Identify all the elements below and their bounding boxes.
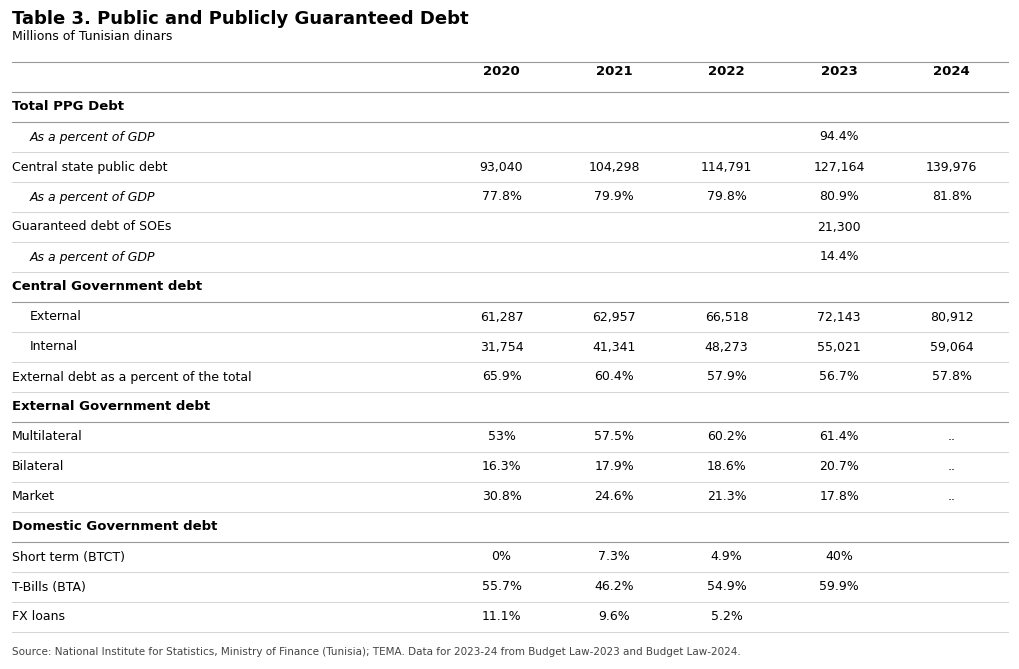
- Text: FX loans: FX loans: [12, 611, 65, 624]
- Text: 57.9%: 57.9%: [706, 371, 746, 383]
- Text: Multilateral: Multilateral: [12, 430, 83, 444]
- Text: 56.7%: 56.7%: [818, 371, 858, 383]
- Text: 72,143: 72,143: [816, 310, 860, 324]
- Text: 5.2%: 5.2%: [710, 611, 742, 624]
- Text: Total PPG Debt: Total PPG Debt: [12, 100, 124, 114]
- Text: Millions of Tunisian dinars: Millions of Tunisian dinars: [12, 30, 172, 43]
- Text: Source: National Institute for Statistics, Ministry of Finance (Tunisia); TEMA. : Source: National Institute for Statistic…: [12, 647, 740, 657]
- Text: 54.9%: 54.9%: [706, 581, 746, 593]
- Text: 55,021: 55,021: [816, 341, 860, 353]
- Text: ..: ..: [947, 430, 955, 444]
- Text: 59.9%: 59.9%: [818, 581, 858, 593]
- Text: External: External: [30, 310, 82, 324]
- Text: 21,300: 21,300: [816, 221, 860, 233]
- Text: Bilateral: Bilateral: [12, 460, 64, 474]
- Text: External Government debt: External Government debt: [12, 401, 210, 413]
- Text: 18.6%: 18.6%: [706, 460, 746, 474]
- Text: 139,976: 139,976: [925, 161, 976, 173]
- Text: 127,164: 127,164: [813, 161, 864, 173]
- Text: 2024: 2024: [932, 65, 969, 78]
- Text: 59,064: 59,064: [929, 341, 972, 353]
- Text: 9.6%: 9.6%: [597, 611, 630, 624]
- Text: 7.3%: 7.3%: [597, 551, 630, 563]
- Text: Guaranteed debt of SOEs: Guaranteed debt of SOEs: [12, 221, 171, 233]
- Text: As a percent of GDP: As a percent of GDP: [30, 191, 155, 203]
- Text: Central state public debt: Central state public debt: [12, 161, 167, 173]
- Text: 2023: 2023: [820, 65, 857, 78]
- Text: 30.8%: 30.8%: [481, 490, 521, 504]
- Text: 65.9%: 65.9%: [481, 371, 521, 383]
- Text: 61,287: 61,287: [479, 310, 523, 324]
- Text: 24.6%: 24.6%: [594, 490, 633, 504]
- Text: 80.9%: 80.9%: [818, 191, 858, 203]
- Text: 46.2%: 46.2%: [594, 581, 633, 593]
- Text: As a percent of GDP: As a percent of GDP: [30, 250, 155, 264]
- Text: 40%: 40%: [824, 551, 852, 563]
- Text: 80,912: 80,912: [929, 310, 972, 324]
- Text: Central Government debt: Central Government debt: [12, 280, 202, 294]
- Text: 2022: 2022: [707, 65, 744, 78]
- Text: 2020: 2020: [483, 65, 520, 78]
- Text: ..: ..: [947, 460, 955, 474]
- Text: 11.1%: 11.1%: [481, 611, 521, 624]
- Text: External debt as a percent of the total: External debt as a percent of the total: [12, 371, 252, 383]
- Text: 104,298: 104,298: [588, 161, 639, 173]
- Text: Domestic Government debt: Domestic Government debt: [12, 520, 217, 533]
- Text: Internal: Internal: [30, 341, 78, 353]
- Text: T-Bills (BTA): T-Bills (BTA): [12, 581, 86, 593]
- Text: 17.8%: 17.8%: [818, 490, 858, 504]
- Text: 41,341: 41,341: [592, 341, 635, 353]
- Text: 14.4%: 14.4%: [818, 250, 858, 264]
- Text: 16.3%: 16.3%: [481, 460, 521, 474]
- Text: Table 3. Public and Publicly Guaranteed Debt: Table 3. Public and Publicly Guaranteed …: [12, 10, 468, 28]
- Text: 4.9%: 4.9%: [710, 551, 742, 563]
- Text: 57.8%: 57.8%: [930, 371, 971, 383]
- Text: 55.7%: 55.7%: [481, 581, 521, 593]
- Text: 0%: 0%: [491, 551, 512, 563]
- Text: Market: Market: [12, 490, 55, 504]
- Text: Short term (BTCT): Short term (BTCT): [12, 551, 125, 563]
- Text: 17.9%: 17.9%: [594, 460, 634, 474]
- Text: 60.2%: 60.2%: [706, 430, 746, 444]
- Text: 53%: 53%: [487, 430, 515, 444]
- Text: As a percent of GDP: As a percent of GDP: [30, 130, 155, 143]
- Text: 48,273: 48,273: [704, 341, 748, 353]
- Text: 93,040: 93,040: [479, 161, 523, 173]
- Text: 60.4%: 60.4%: [594, 371, 634, 383]
- Text: 79.9%: 79.9%: [594, 191, 634, 203]
- Text: 81.8%: 81.8%: [931, 191, 971, 203]
- Text: 20.7%: 20.7%: [818, 460, 858, 474]
- Text: ..: ..: [947, 490, 955, 504]
- Text: 62,957: 62,957: [592, 310, 635, 324]
- Text: 61.4%: 61.4%: [818, 430, 858, 444]
- Text: 66,518: 66,518: [704, 310, 748, 324]
- Text: 114,791: 114,791: [700, 161, 752, 173]
- Text: 79.8%: 79.8%: [706, 191, 746, 203]
- Text: 31,754: 31,754: [479, 341, 523, 353]
- Text: 57.5%: 57.5%: [593, 430, 634, 444]
- Text: 94.4%: 94.4%: [818, 130, 858, 143]
- Text: 77.8%: 77.8%: [481, 191, 521, 203]
- Text: 21.3%: 21.3%: [706, 490, 746, 504]
- Text: 2021: 2021: [595, 65, 632, 78]
